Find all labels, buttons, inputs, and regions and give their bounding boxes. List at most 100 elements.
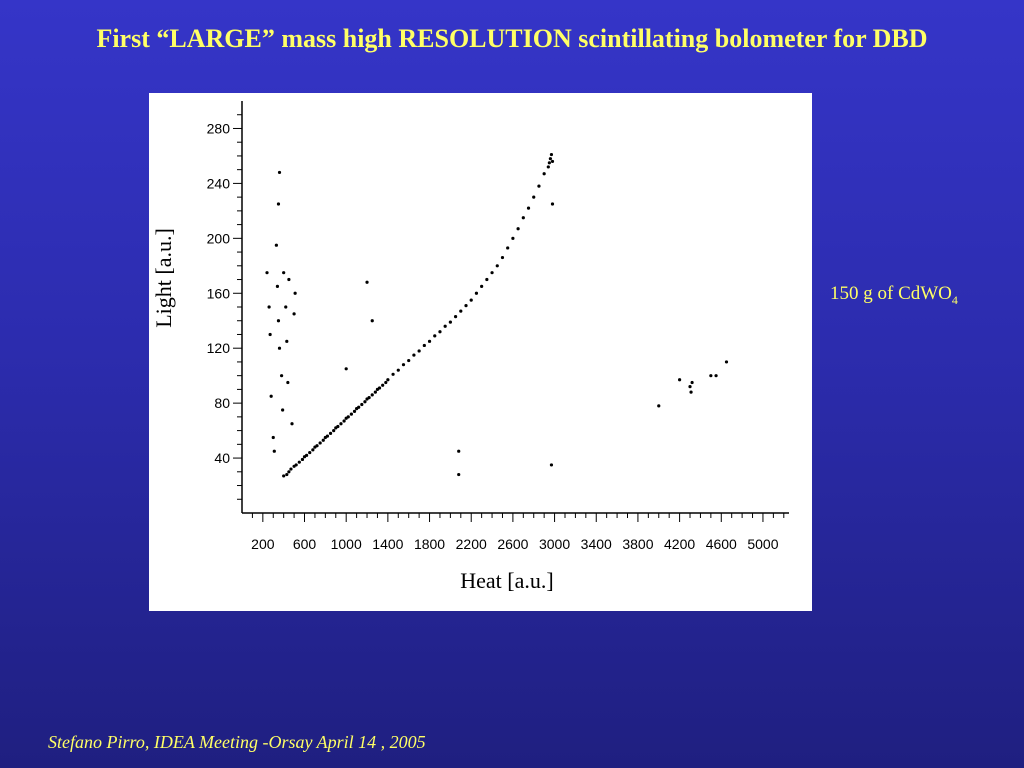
data-point <box>407 358 411 363</box>
data-point <box>657 404 661 408</box>
data-point <box>352 409 357 413</box>
data-point <box>265 271 269 275</box>
data-point <box>370 319 374 323</box>
data-point <box>360 402 364 407</box>
data-point <box>453 315 458 319</box>
data-point <box>373 390 377 394</box>
data-point <box>547 161 551 165</box>
data-point <box>412 353 416 357</box>
slide-title: First “LARGE” mass high RESOLUTION scint… <box>96 24 928 53</box>
data-point <box>287 470 291 474</box>
data-point <box>277 170 282 175</box>
data-point <box>285 339 289 343</box>
data-point <box>457 449 461 453</box>
data-point <box>724 360 729 364</box>
data-point <box>709 374 713 378</box>
data-point <box>381 383 385 387</box>
data-point <box>304 453 309 457</box>
data-point <box>427 339 432 343</box>
data-point <box>495 264 499 268</box>
points-layer <box>265 152 729 478</box>
annotation-text: 150 g of CdWO <box>830 283 952 304</box>
data-point <box>500 255 505 260</box>
data-point <box>384 380 388 385</box>
data-point <box>272 449 276 453</box>
data-point <box>282 474 286 478</box>
y-tick-label: 160 <box>207 285 231 301</box>
data-point <box>542 172 546 176</box>
sample-annotation: 150 g of CdWO4 <box>830 283 958 308</box>
data-point <box>282 271 286 275</box>
data-point <box>401 363 406 367</box>
data-point <box>433 334 437 338</box>
x-tick-label: 600 <box>293 536 317 552</box>
data-point <box>537 184 541 188</box>
data-point <box>521 216 525 220</box>
data-point <box>459 309 463 313</box>
data-point <box>443 324 447 328</box>
data-point <box>526 206 531 210</box>
x-tick-label: 4200 <box>664 536 695 552</box>
data-point <box>287 277 291 282</box>
data-point <box>367 396 371 400</box>
data-point <box>511 236 515 240</box>
data-point <box>346 415 350 419</box>
x-tick-label: 1000 <box>331 536 362 552</box>
data-point <box>417 349 421 353</box>
x-tick-label: 3000 <box>539 536 570 552</box>
y-tick-label: 120 <box>207 340 231 356</box>
data-point <box>457 472 461 477</box>
figure-panel: 40 80 120 160 200 240 280 200 600 1000 1400 1800 22… <box>149 93 812 611</box>
data-point <box>293 291 297 295</box>
data-point <box>276 319 281 323</box>
y-tick-label: 200 <box>207 230 231 246</box>
data-point <box>548 157 553 161</box>
data-point <box>474 291 479 295</box>
data-point <box>277 346 282 350</box>
data-point <box>678 378 682 382</box>
y-axis-label: Light [a.u.] <box>151 228 176 328</box>
data-point <box>290 422 294 426</box>
data-point <box>506 246 510 250</box>
x-tick-label: 1400 <box>372 536 403 552</box>
x-tick-label: 1800 <box>414 536 445 552</box>
y-tick-label: 280 <box>207 120 231 136</box>
x-tick-label: 2600 <box>497 536 528 552</box>
y-tick-label: 40 <box>214 450 230 466</box>
data-point <box>549 152 554 157</box>
data-point <box>422 343 426 348</box>
data-point <box>438 330 442 334</box>
x-ticks: 200 600 1000 1400 1800 2200 2600 3000 3400 3800 42… <box>251 513 785 552</box>
data-point <box>448 320 452 324</box>
data-point <box>339 422 343 426</box>
data-point <box>294 463 298 467</box>
data-point <box>300 457 305 462</box>
data-point <box>480 284 484 288</box>
y-tick-label: 80 <box>214 395 230 411</box>
data-point <box>549 463 554 467</box>
data-point <box>469 298 473 302</box>
annotation-subscript: 4 <box>951 292 958 307</box>
data-point <box>268 332 272 337</box>
data-point <box>267 305 271 309</box>
data-point <box>370 393 374 397</box>
data-point <box>546 165 550 169</box>
footer-credit: Stefano Pirro, IDEA Meeting -Orsay April… <box>48 732 426 752</box>
data-point <box>318 441 322 445</box>
data-point <box>321 438 325 442</box>
x-tick-label: 3800 <box>622 536 653 552</box>
x-tick-label: 5000 <box>747 536 778 552</box>
data-point <box>357 405 361 409</box>
data-point <box>269 394 273 398</box>
data-point <box>311 448 315 452</box>
data-point <box>325 434 330 438</box>
data-point <box>391 372 395 376</box>
data-point <box>550 202 555 206</box>
data-point <box>363 400 367 404</box>
data-point <box>550 159 555 164</box>
x-tick-label: 2200 <box>456 536 487 552</box>
x-tick-label: 200 <box>251 536 275 552</box>
data-point <box>274 243 278 247</box>
data-point <box>464 304 468 308</box>
data-point <box>386 378 390 382</box>
